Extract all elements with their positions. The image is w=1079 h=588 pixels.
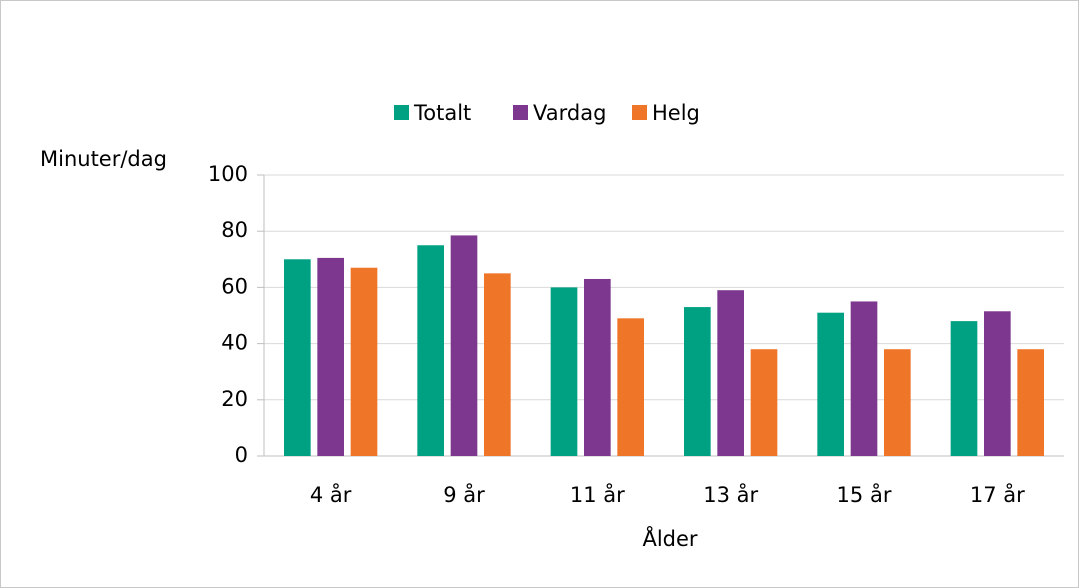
y-tick-label: 60 — [221, 274, 248, 298]
bar — [317, 257, 344, 456]
bar — [350, 267, 378, 456]
bar — [284, 259, 311, 456]
legend-swatch — [632, 105, 647, 120]
bar — [450, 235, 478, 456]
bar — [617, 318, 644, 456]
bar — [550, 287, 578, 456]
bar — [850, 301, 878, 456]
x-tick-label: 4 år — [310, 482, 352, 507]
legend-swatch — [394, 105, 409, 120]
y-axis-label: Minuter/dag — [40, 147, 167, 171]
bar — [817, 312, 844, 456]
y-tick-label: 80 — [221, 218, 248, 242]
x-tick-label: 9 år — [443, 482, 485, 507]
bar — [1017, 349, 1044, 456]
bar — [584, 278, 611, 456]
y-tick-label: 100 — [208, 162, 248, 186]
x-tick-label: 13 år — [703, 482, 758, 507]
bar — [750, 349, 778, 456]
bar — [984, 311, 1011, 456]
bar — [484, 273, 511, 456]
bar — [684, 307, 711, 456]
bar — [417, 245, 444, 456]
x-tick-label: 15 år — [837, 482, 892, 507]
x-axis-label: Ålder — [642, 525, 697, 551]
legend-swatch — [513, 105, 528, 120]
legend-label: Totalt — [413, 101, 471, 125]
bar — [950, 321, 978, 456]
y-tick-label: 40 — [221, 331, 248, 355]
y-tick-label: 20 — [221, 387, 248, 411]
legend-label: Vardag — [533, 101, 606, 125]
y-tick-label: 0 — [235, 443, 248, 467]
legend-label: Helg — [652, 101, 700, 125]
bar — [884, 349, 911, 456]
x-tick-label: 17 år — [970, 482, 1025, 507]
x-tick-label: 11 år — [570, 482, 625, 507]
bar — [717, 290, 744, 456]
